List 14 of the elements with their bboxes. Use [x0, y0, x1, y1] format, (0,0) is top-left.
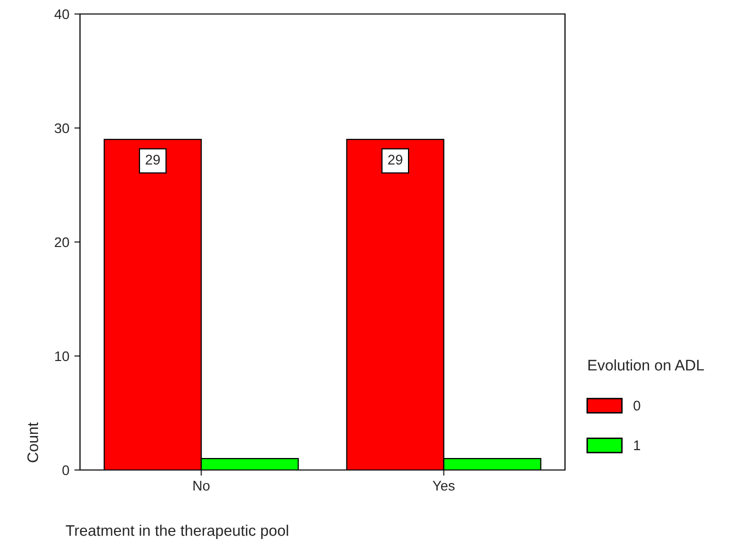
x-axis-title: Treatment in the therapeutic pool — [66, 524, 288, 539]
y-tick-label: 30 — [54, 123, 70, 134]
y-tick-label: 40 — [54, 9, 70, 20]
legend-label: 0 — [634, 400, 640, 411]
legend-title: Evolution on ADL — [588, 359, 704, 371]
x-tick-label: No — [194, 480, 210, 491]
data-label: 29 — [388, 154, 402, 165]
y-tick-label: 0 — [62, 465, 70, 476]
y-axis-title: Count — [27, 422, 38, 462]
x-tick-label: Yes — [432, 480, 455, 491]
y-tick-label: 10 — [55, 351, 70, 362]
data-label: 29 — [146, 154, 160, 165]
legend-label: 1 — [634, 440, 640, 450]
y-tick-label: 20 — [54, 237, 70, 248]
